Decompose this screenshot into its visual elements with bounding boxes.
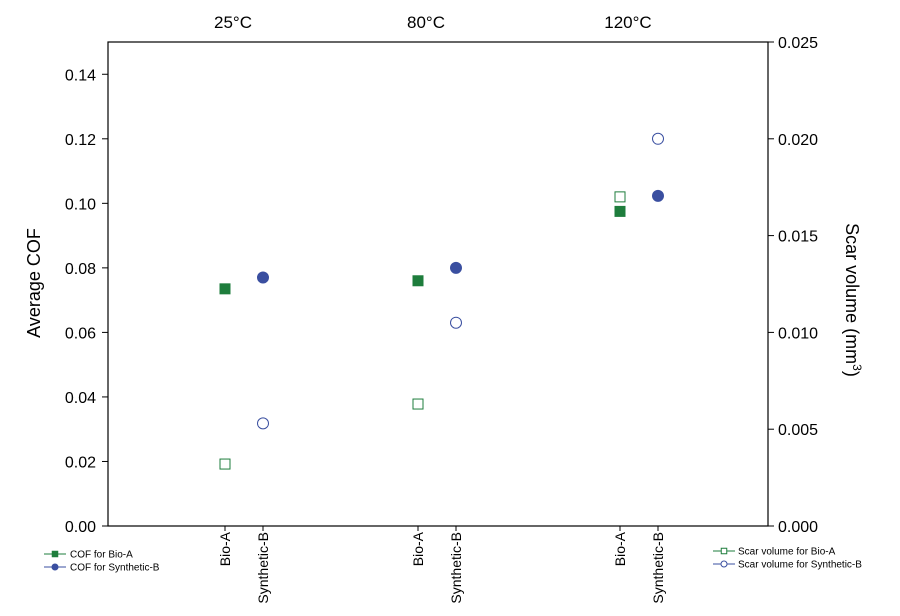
category-label: Synthetic-B xyxy=(650,532,666,604)
y2-tick-label: 0.010 xyxy=(778,325,818,342)
legend-entry: Scar volume for Bio-A xyxy=(738,547,836,558)
y2-axis-title-close: ) xyxy=(842,371,862,377)
data-point xyxy=(412,398,424,410)
data-point xyxy=(219,283,231,295)
category-label: Bio-A xyxy=(612,531,628,566)
y2-tick-label: 0.005 xyxy=(778,422,818,439)
y-tick-label: 0.06 xyxy=(65,325,96,342)
data-point xyxy=(450,261,462,274)
data-point xyxy=(257,417,269,430)
y-axis-title: Average COF xyxy=(24,228,44,338)
legend-marker xyxy=(51,550,59,558)
y-tick-label: 0.10 xyxy=(65,196,96,213)
category-label: Synthetic-B xyxy=(448,532,464,604)
data-point xyxy=(614,191,626,203)
axis-ticks: 0.00 0.02 0.04 0.06 0.08 0.10 0.12 0.14 0.000 0.0… xyxy=(65,13,818,604)
y2-tick-label: 0.015 xyxy=(778,229,818,246)
data-marks xyxy=(219,132,664,470)
legend-marker xyxy=(720,560,728,568)
legend-marker xyxy=(51,563,59,571)
y2-tick-label: 0.025 xyxy=(778,35,818,52)
data-point xyxy=(412,275,424,287)
temperature-label: 80°C xyxy=(407,13,445,32)
category-label: Bio-A xyxy=(410,531,426,566)
y2-axis-title: Scar volume (mm3) xyxy=(842,223,864,377)
data-point xyxy=(652,132,664,145)
data-point xyxy=(450,316,462,329)
y-tick-label: 0.04 xyxy=(65,390,96,407)
legend-entry: COF for Bio-A xyxy=(70,550,133,561)
legend-left: COF for Bio-A COF for Synthetic-B xyxy=(44,550,160,574)
legend-marker xyxy=(720,547,728,555)
plot-frame xyxy=(107,41,769,527)
legend-entry: Scar volume for Synthetic-B xyxy=(738,560,862,571)
category-label: Bio-A xyxy=(217,531,233,566)
y2-tick-label: 0.000 xyxy=(778,519,818,536)
category-label: Synthetic-B xyxy=(255,532,271,604)
legend-right: Scar volume for Bio-A Scar volume for Syn… xyxy=(713,547,862,571)
temperature-label: 25°C xyxy=(214,13,252,32)
y2-tick-label: 0.020 xyxy=(778,132,818,149)
y-tick-label: 0.00 xyxy=(65,519,96,536)
data-point xyxy=(219,458,231,470)
legend-entry: COF for Synthetic-B xyxy=(70,563,160,574)
y-tick-label: 0.02 xyxy=(65,454,96,471)
data-point xyxy=(614,205,626,217)
plot-border xyxy=(107,41,769,527)
y-tick-label: 0.08 xyxy=(65,261,96,278)
data-point xyxy=(257,271,269,284)
data-point xyxy=(652,189,664,202)
y-tick-label: 0.12 xyxy=(65,132,96,149)
y2-axis-title-superscript: 3 xyxy=(850,364,864,371)
y-tick-label: 0.14 xyxy=(65,67,96,84)
temperature-label: 120°C xyxy=(604,13,651,32)
y2-axis-title-main: Scar volume (mm xyxy=(842,223,862,364)
